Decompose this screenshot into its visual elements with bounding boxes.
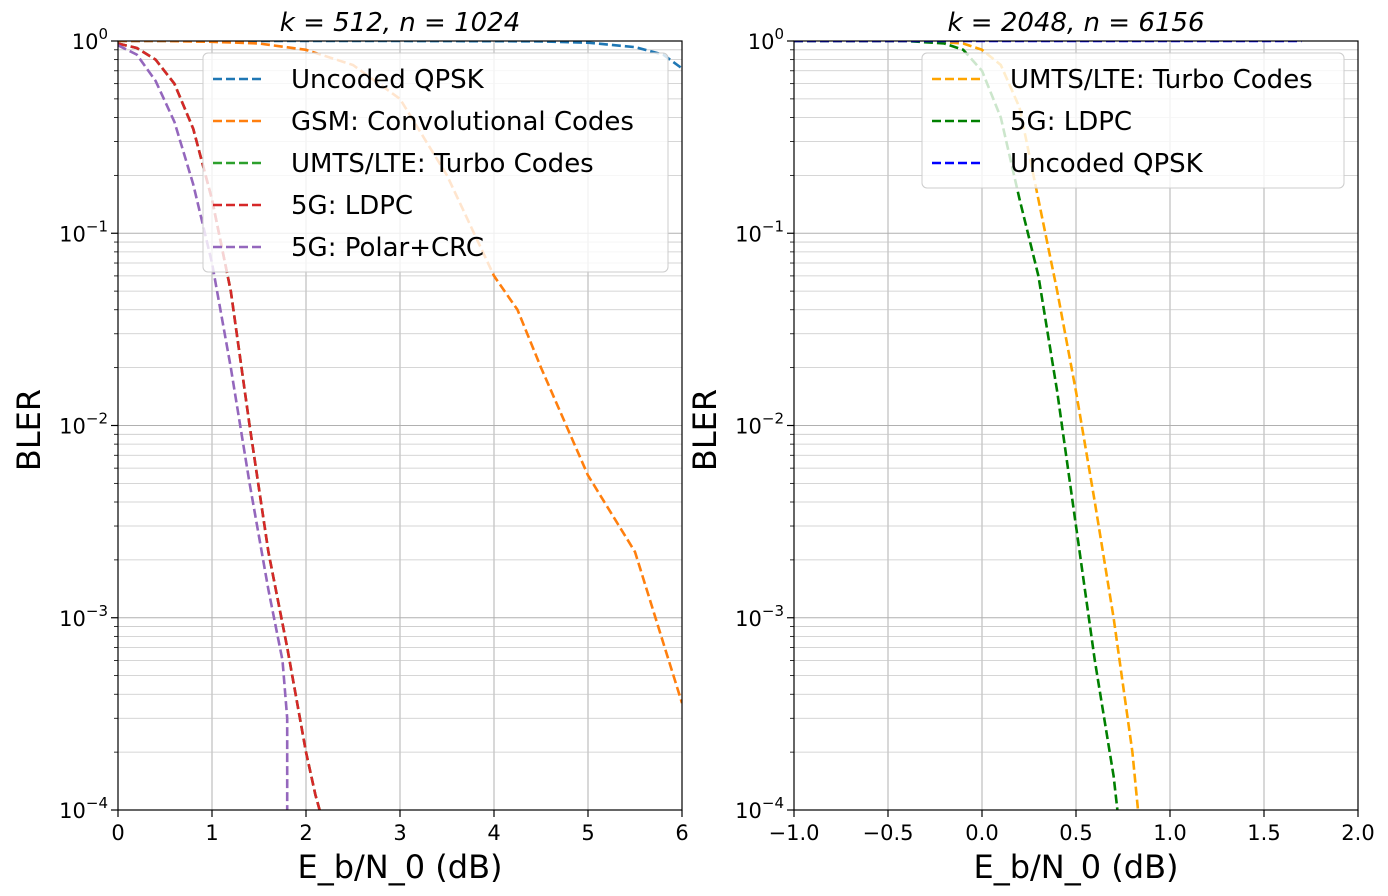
right-legend: UMTS/LTE: Turbo Codes 5G: LDPC Uncoded QPS… — [921, 52, 1345, 189]
subplot-left: 0 1 2 3 4 5 6 10−4 10−3 10−2 10−1 100 Uncoded QPSK G… — [10, 8, 689, 886]
x-tick-label: 0.5 — [1059, 821, 1092, 845]
x-tick-label: −0.5 — [863, 821, 914, 845]
y-tick-label: 10−4 — [735, 794, 784, 823]
left-x-axis-label: E_b/N_0 (dB) — [297, 848, 502, 886]
left-chart-title: k = 512, n = 1024 — [280, 8, 521, 38]
series-line-5g-ldpc — [118, 42, 321, 810]
right-axes-frame — [793, 40, 1359, 811]
y-tick-label: 10−3 — [59, 602, 108, 631]
x-tick-label: 0 — [111, 821, 124, 845]
x-tick-label: −1.0 — [769, 821, 820, 845]
x-tick-label: 2 — [299, 821, 312, 845]
legend-box — [202, 52, 669, 273]
subplot-right: −1.0 −0.5 0.0 0.5 1.0 1.5 2.0 10−4 10−3 10−2 10−1 1… — [686, 8, 1375, 886]
x-tick-label: 1 — [205, 821, 218, 845]
legend-entry-label: UMTS/LTE: Turbo Codes — [291, 149, 594, 179]
legend-entry-label: UMTS/LTE: Turbo Codes — [1010, 65, 1313, 95]
x-tick-label: 1.5 — [1247, 821, 1280, 845]
legend-entry-label: 5G: LDPC — [291, 191, 413, 221]
y-tick-label: 10−2 — [59, 410, 108, 439]
y-tick-label: 10−2 — [735, 410, 784, 439]
x-tick-label: 3 — [393, 821, 406, 845]
y-tick-label: 10−4 — [59, 794, 108, 823]
left-legend: Uncoded QPSK GSM: Convolutional Codes UMTS… — [202, 52, 669, 273]
legend-entry-label: Uncoded QPSK — [1010, 149, 1204, 179]
y-tick-label: 10−3 — [735, 602, 784, 631]
y-tick-label: 100 — [748, 25, 784, 54]
legend-entry-label: Uncoded QPSK — [291, 65, 485, 95]
series-line-5g-ldpc — [794, 41, 1119, 810]
left-axes-frame — [117, 40, 683, 811]
right-x-axis-label: E_b/N_0 (dB) — [973, 848, 1178, 886]
series-line-5g-polar-crc — [118, 44, 289, 810]
left-ticks: 0 1 2 3 4 5 6 10−4 10−3 10−2 10−1 100 — [59, 25, 689, 845]
legend-box — [921, 52, 1345, 189]
series-line-umts-lte-turbo-codes — [794, 41, 1140, 810]
y-tick-label: 10−1 — [59, 217, 108, 246]
y-tick-label: 100 — [72, 25, 108, 54]
legend-entry-label: 5G: LDPC — [1010, 107, 1132, 137]
x-tick-label: 6 — [675, 821, 688, 845]
y-tick-label: 10−1 — [735, 217, 784, 246]
legend-entry-label: GSM: Convolutional Codes — [291, 107, 634, 137]
left-y-axis-label: BLER — [10, 389, 48, 471]
x-tick-label: 1.0 — [1153, 821, 1186, 845]
right-chart-title: k = 2048, n = 6156 — [947, 8, 1204, 38]
right-y-axis-label: BLER — [686, 389, 724, 471]
right-series — [794, 41, 1302, 810]
x-tick-label: 2.0 — [1341, 821, 1374, 845]
legend-entry-label: 5G: Polar+CRC — [291, 233, 484, 263]
x-tick-label: 5 — [581, 821, 594, 845]
x-tick-label: 4 — [487, 821, 500, 845]
x-tick-label: 0.0 — [965, 821, 998, 845]
